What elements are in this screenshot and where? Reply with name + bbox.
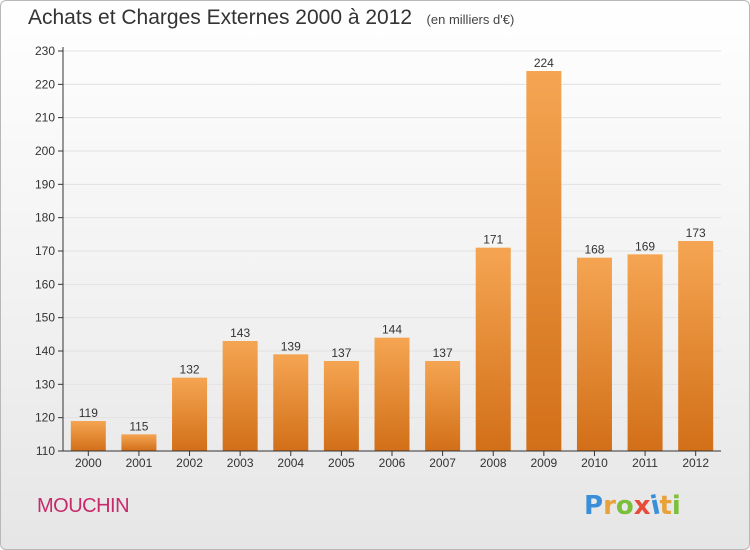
bar-value-label: 224 [534, 56, 554, 70]
chart-title: Achats et Charges Externes 2000 à 2012 [28, 6, 413, 29]
bar-value-label: 137 [331, 346, 351, 360]
x-tick-label: 2008 [480, 456, 507, 470]
x-tick-label: 2009 [530, 456, 557, 470]
x-tick-label: 2000 [75, 456, 102, 470]
bar-value-label: 115 [129, 419, 148, 433]
x-tick-label: 2007 [429, 456, 456, 470]
bar-layer: 119 115 132 143 139 137 144 137 171 224 168 169 173 [70, 56, 714, 451]
logo-letter: r [603, 491, 616, 521]
y-tick-label: 110 [36, 444, 55, 458]
x-tick-label: 2012 [682, 456, 709, 470]
y-tick-label: 120 [35, 411, 55, 425]
y-tick-label: 160 [35, 277, 55, 291]
logo-letter: t [659, 491, 672, 521]
town-name: MOUCHIN [37, 495, 130, 517]
bar-2006 [374, 337, 410, 451]
bar-2002 [172, 377, 208, 451]
bar-value-label: 173 [686, 226, 706, 240]
title-line: Achats et Charges Externes 2000 à 2012 (… [28, 6, 514, 30]
bar-value-label: 119 [79, 406, 98, 420]
y-tick-label: 170 [35, 244, 55, 258]
logo-letter: x [633, 491, 651, 521]
x-tick-label: 2002 [176, 456, 203, 470]
logo-letter: P [584, 491, 604, 521]
bar-2004 [273, 354, 309, 451]
bar-value-label: 169 [635, 239, 655, 253]
bar-2012 [678, 241, 714, 451]
axis-layer: 110 120 130 140 150 160 170 180 190 200 210 220 230 2… [35, 44, 721, 470]
chart-unit: (en milliers d'€) [426, 12, 515, 27]
y-tick-label: 180 [35, 211, 55, 225]
logo-letter: o [615, 491, 634, 521]
bar-value-label: 143 [230, 326, 250, 340]
x-tick-label: 2006 [379, 456, 406, 470]
x-tick-label: 2005 [328, 456, 355, 470]
x-tick-label: 2010 [581, 456, 608, 470]
y-tick-label: 200 [35, 144, 55, 158]
bar-2000 [70, 421, 106, 451]
bar-2009 [526, 71, 562, 451]
y-tick-label: 140 [35, 344, 55, 358]
y-tick-label: 230 [35, 44, 55, 58]
y-tick-label: 130 [35, 377, 55, 391]
bar-2007 [425, 361, 461, 451]
bar-2005 [323, 361, 359, 451]
x-tick-label: 2011 [632, 456, 658, 470]
bar-value-label: 168 [584, 243, 604, 257]
bar-value-label: 139 [281, 339, 301, 353]
y-tick-label: 220 [35, 77, 55, 91]
bar-value-label: 137 [433, 346, 453, 360]
x-tick-label: 2004 [277, 456, 304, 470]
y-tick-label: 190 [35, 177, 55, 191]
bar-2011 [627, 254, 663, 451]
bar-value-label: 144 [382, 323, 402, 337]
bar-2001 [121, 434, 157, 451]
bar-2003 [222, 341, 258, 451]
bar-value-label: 132 [180, 363, 200, 377]
bar-value-label: 171 [483, 233, 503, 247]
y-tick-label: 150 [35, 311, 55, 325]
logo-letter: i [671, 491, 681, 521]
x-tick-label: 2001 [126, 456, 153, 470]
bar-2010 [576, 257, 612, 451]
bar-2008 [475, 247, 511, 451]
proxiti-logo[interactable]: Proxiti [584, 490, 681, 521]
y-tick-label: 210 [35, 111, 55, 125]
x-tick-label: 2003 [227, 456, 254, 470]
